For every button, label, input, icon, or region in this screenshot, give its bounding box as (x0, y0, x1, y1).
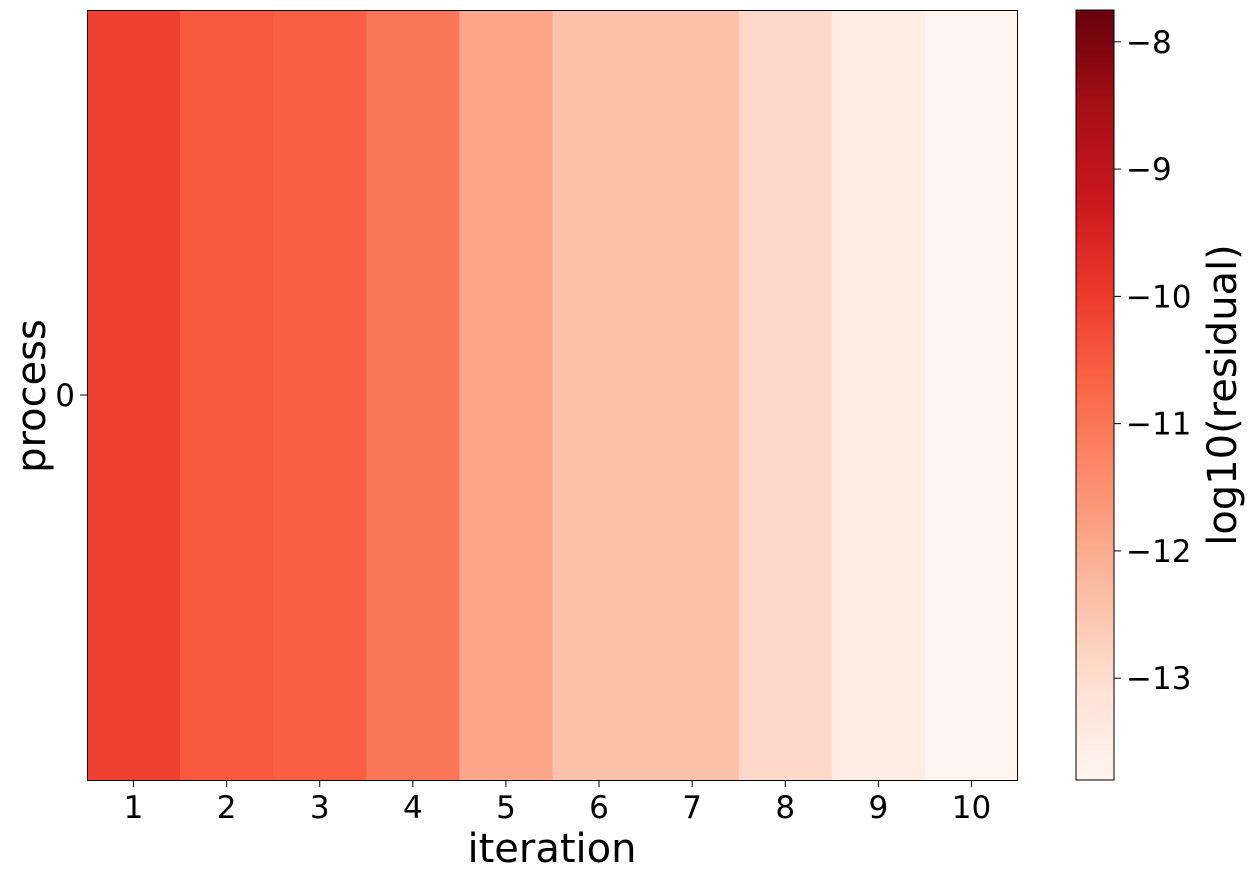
x-axis-ticks: 1 2 3 4 5 6 7 8 9 10 (124, 780, 991, 826)
heatmap-cell (366, 10, 460, 780)
x-tick-label: 8 (775, 790, 795, 826)
colorbar-tick-label: −11 (1126, 407, 1191, 443)
x-tick-label: 9 (868, 790, 888, 826)
y-axis-ticks: 0 (55, 378, 87, 414)
x-tick-label: 1 (124, 790, 144, 826)
heatmap-cell (738, 10, 833, 780)
heatmap-cell (924, 10, 1019, 780)
colorbar (1075, 9, 1115, 781)
heatmap-cell (87, 10, 181, 780)
x-tick-label: 2 (217, 790, 237, 826)
colorbar-tick-label: −13 (1126, 661, 1191, 697)
heatmap-cell (831, 10, 926, 780)
colorbar-label: log10(residual) (1200, 244, 1246, 546)
x-tick-label: 10 (952, 790, 991, 826)
plot-frame (87, 10, 1018, 781)
colorbar-tick-label: −12 (1126, 534, 1191, 570)
x-tick-label: 6 (589, 790, 609, 826)
x-tick-label: 7 (682, 790, 702, 826)
x-tick-label: 3 (310, 790, 330, 826)
heatmap-cell (552, 10, 647, 780)
heatmap-cell (180, 10, 274, 780)
heatmap-cell (645, 10, 740, 780)
y-tick-label: 0 (55, 378, 75, 414)
heatmap-cells (87, 10, 1019, 780)
colorbar-tick-label: −9 (1126, 152, 1172, 188)
x-axis-label: iteration (468, 826, 637, 872)
colorbar-tick-label: −10 (1126, 279, 1191, 315)
heatmap-cell (459, 10, 554, 780)
x-tick-label: 4 (403, 790, 423, 826)
heatmap-cell (273, 10, 367, 780)
colorbar-tick-label: −8 (1126, 25, 1172, 61)
x-tick-label: 5 (496, 790, 516, 826)
colorbar-ticks: −8 −9 −10 −11 −12 −13 (1114, 25, 1191, 697)
y-axis-label: process (9, 319, 55, 473)
